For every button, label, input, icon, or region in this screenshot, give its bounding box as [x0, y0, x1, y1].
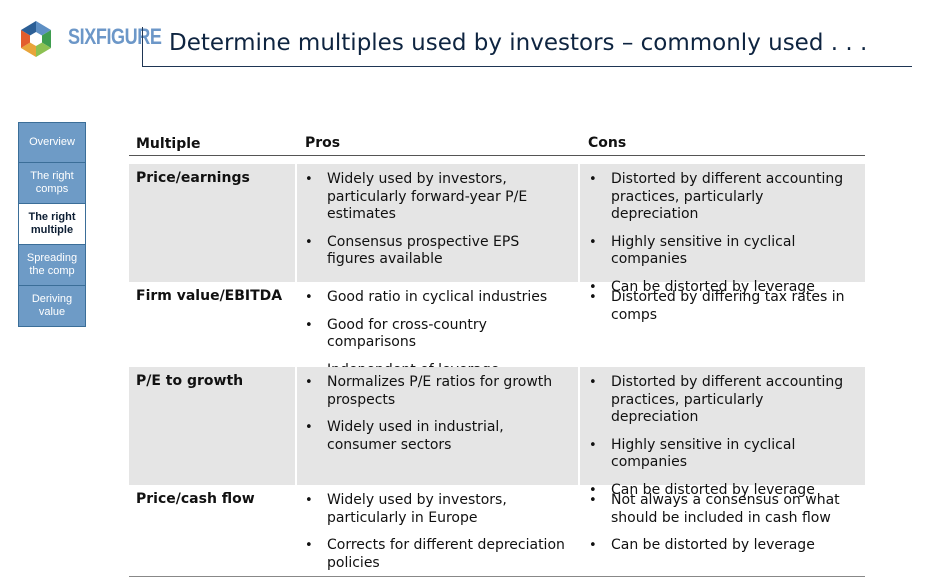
table-row: Price/earnings Widely used by investors,…	[129, 164, 865, 296]
header-multiple: Multiple	[136, 136, 201, 152]
cons-item: Distorted by different accounting practi…	[589, 171, 855, 224]
cons-list: Distorted by differing tax rates in comp…	[589, 289, 855, 334]
pros-item: Good ratio in cyclical industries	[305, 289, 571, 307]
multiple-name: P/E to growth	[136, 373, 244, 389]
cons-item: Distorted by different accounting practi…	[589, 374, 855, 427]
title-bar: Determine multiples used by investors – …	[142, 27, 912, 67]
pros-item: Normalizes P/E ratios for growth prospec…	[305, 374, 571, 409]
pros-item: Widely used in industrial, consumer sect…	[305, 419, 571, 454]
cons-item: Not always a consensus on what should be…	[589, 492, 855, 527]
nav-item-spreading-comp[interactable]: Spreading the comp	[18, 245, 86, 286]
multiple-name: Firm value/EBITDA	[136, 288, 283, 304]
table-header: Multiple Pros Cons	[129, 132, 865, 156]
pros-item: Good for cross-country comparisons	[305, 317, 571, 352]
pros-item: Widely used by investors, particularly i…	[305, 492, 571, 527]
pros-item: Corrects for different depreciation poli…	[305, 537, 571, 572]
sixfigure-logo: SIXFIGURE	[16, 19, 162, 59]
nav-item-right-multiple[interactable]: The right multiple	[18, 204, 86, 245]
cons-list: Distorted by different accounting practi…	[589, 374, 855, 509]
table-row: Price/cash flow Widely used by investors…	[129, 485, 865, 575]
pros-item: Widely used by investors, particularly f…	[305, 171, 571, 224]
cons-list: Not always a consensus on what should be…	[589, 492, 855, 565]
pros-item: Consensus prospective EPS figures availa…	[305, 234, 571, 269]
table-row: Firm value/EBITDA Good ratio in cyclical…	[129, 282, 865, 379]
brand-name: SIXFIGURE	[68, 24, 162, 49]
multiple-name: Price/cash flow	[136, 491, 255, 507]
cons-item: Highly sensitive in cyclical companies	[589, 234, 855, 269]
cons-item: Distorted by differing tax rates in comp…	[589, 289, 855, 324]
pros-list: Normalizes P/E ratios for growth prospec…	[305, 374, 571, 464]
section-nav: Overview The right comps The right multi…	[18, 122, 86, 327]
table-row: P/E to growth Normalizes P/E ratios for …	[129, 367, 865, 499]
page-title: Determine multiples used by investors – …	[169, 30, 868, 56]
hexagon-logo-icon	[21, 21, 51, 57]
pros-list: Widely used by investors, particularly i…	[305, 492, 571, 582]
cons-item: Can be distorted by leverage	[589, 537, 855, 555]
header-pros: Pros	[305, 135, 341, 151]
multiple-name: Price/earnings	[136, 170, 250, 186]
cons-item: Highly sensitive in cyclical companies	[589, 437, 855, 472]
header-cons: Cons	[588, 135, 627, 151]
nav-item-right-comps[interactable]: The right comps	[18, 163, 86, 204]
nav-item-deriving-value[interactable]: Deriving value	[18, 286, 86, 327]
nav-item-overview[interactable]: Overview	[18, 122, 86, 163]
pros-list: Widely used by investors, particularly f…	[305, 171, 571, 279]
